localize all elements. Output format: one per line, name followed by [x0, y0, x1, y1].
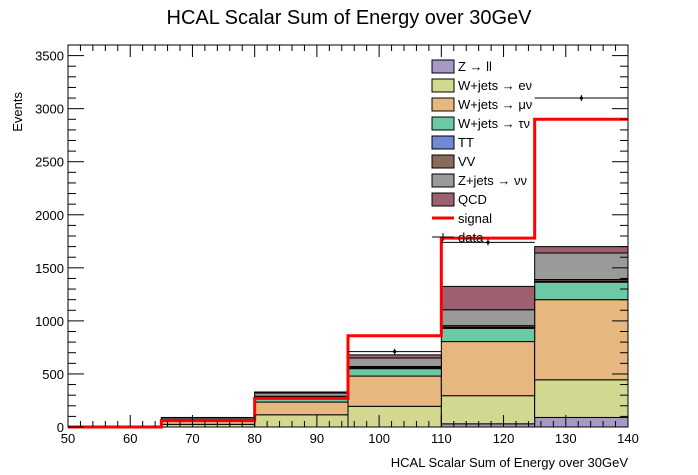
x-axis-label: HCAL Scalar Sum of Energy over 30GeV [391, 455, 629, 470]
x-tick-label-1: 60 [123, 431, 137, 446]
y-tick-label-5: 2500 [35, 155, 64, 170]
bar-2-3 [347, 375, 442, 407]
legend-label-2: W+jets → μν [458, 97, 532, 112]
x-tick-label-9: 140 [617, 431, 639, 446]
bar-2-4 [440, 341, 536, 397]
legend-swatch-0 [431, 59, 455, 74]
plot-area: 50 60 70 80 90 100 110 120 130 140 0 500 1000 1500 200… [35, 44, 639, 446]
bar-7-3 [347, 354, 442, 359]
bar-1-2 [254, 414, 349, 428]
legend-label-5: VV [458, 154, 476, 169]
bar-1-3 [347, 405, 442, 428]
legend-swatch-6 [431, 173, 455, 188]
legend-swatch-5 [431, 154, 455, 169]
bar-2-2 [254, 401, 349, 416]
y-tick-label-1: 500 [42, 367, 64, 382]
x-tick-label-8: 130 [555, 431, 577, 446]
x-tick-label-6: 110 [431, 431, 452, 446]
legend-label-7: QCD [458, 192, 487, 207]
y-tick-label-7: 3500 [35, 49, 64, 64]
legend-label-1: W+jets → eν [458, 78, 532, 93]
legend-label-6: Z+jets → νν [458, 173, 527, 188]
data-point-1 [486, 240, 490, 244]
bar-3-4 [440, 327, 536, 343]
x-tick-label-4: 90 [310, 431, 324, 446]
bar-7-4 [440, 285, 536, 311]
x-tick-label-5: 100 [368, 431, 390, 446]
x-tick-label-7: 120 [493, 431, 515, 446]
y-axis-label: Events [10, 92, 25, 132]
bar-2-5 [534, 299, 629, 381]
bar-6-3 [347, 357, 442, 368]
x-tick-label-0: 50 [61, 431, 75, 446]
y-tick-label-4: 2000 [35, 208, 64, 223]
legend-label-4: TT [458, 135, 474, 150]
chart-title: HCAL Scalar Sum of Energy over 30GeV [167, 7, 533, 29]
signal-line [68, 117, 628, 429]
data-point-0 [393, 350, 397, 354]
bar-1-5 [534, 379, 629, 418]
x-tick-label-2: 70 [185, 431, 199, 446]
legend-swatch-7 [431, 192, 455, 207]
bar-1-4 [440, 395, 536, 425]
y-tick-label-2: 1000 [35, 314, 64, 329]
legend-label-8: signal [458, 211, 492, 226]
bar-0-5 [534, 416, 629, 428]
bar-3-3 [347, 368, 442, 377]
y-tick-label-0: 0 [57, 420, 64, 435]
legend-swatch-4 [431, 135, 455, 150]
legend-label-9: data [458, 230, 484, 245]
y-tick-label-6: 3000 [35, 102, 64, 117]
data-point-2 [579, 96, 583, 100]
bar-3-5 [534, 281, 629, 301]
y-tick-label-3: 1500 [35, 261, 64, 276]
legend-swatch-2 [431, 97, 455, 112]
bar-7-5 [534, 246, 629, 254]
bar-7-2 [254, 391, 349, 394]
legend-label-3: W+jets → τν [458, 116, 530, 131]
legend-label-0: Z → ll [458, 59, 492, 74]
legend-swatch-3 [431, 116, 455, 131]
bar-6-4 [440, 309, 536, 327]
bar-6-5 [534, 252, 629, 281]
bar-7-1 [160, 416, 256, 419]
legend-swatch-1 [431, 78, 455, 93]
x-tick-label-3: 80 [247, 431, 261, 446]
